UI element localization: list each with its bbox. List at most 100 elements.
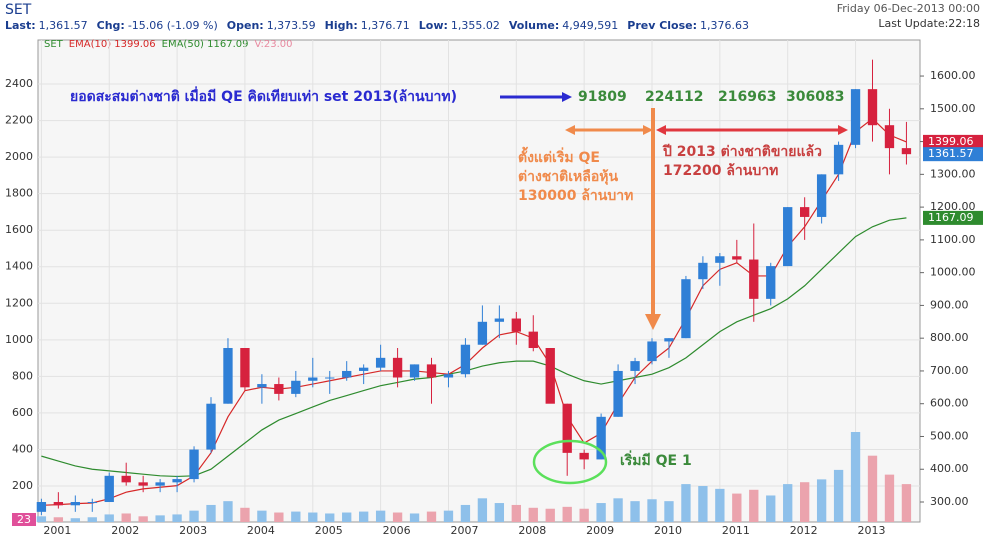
volume-bar [681,484,691,522]
info-label: Prev Close: [627,19,697,32]
candle-body [698,262,708,280]
volume-bar [426,511,437,522]
arrow-head [562,92,572,102]
candle-body [884,125,895,149]
candle-body [206,403,216,450]
volume-bar [206,504,216,522]
x-tick-label: 2011 [722,524,750,537]
volume-bar [732,493,742,522]
x-tick-label: 2009 [586,524,614,537]
volume-bar [36,516,47,522]
x-tick-label: 2007 [450,524,478,537]
candle-body [121,475,131,483]
candle-body [766,266,776,299]
highlight [532,439,608,485]
annotation: 172200 ล้านบาท [663,163,778,179]
arrow-head [643,125,653,135]
y2-tick-label: 1100.00 [930,233,976,246]
candle-body [460,344,471,375]
candle-body [342,370,352,378]
candle-body [562,403,572,453]
volume-bar [749,489,759,522]
candle-body [799,207,810,217]
candle-body [53,502,64,506]
price-tag [923,134,983,149]
volume-bar [121,513,131,522]
info-label: Chg: [97,19,125,32]
y2-tick-label: 600.00 [930,397,969,410]
candle-body [70,502,80,506]
symbol: SET [5,2,32,18]
candle-body [664,338,674,342]
volume-marker-box [12,513,36,526]
total: 216963 [718,89,776,105]
candle-body [172,479,182,483]
candle-body [240,348,250,388]
volume-bar [562,506,572,522]
candle-body [732,256,742,260]
y2-tick-label: 1500.00 [930,102,976,115]
volume-bar [613,498,623,522]
candle-body [392,357,403,378]
info-value: 1,361.57 [39,19,88,32]
candle-body [409,364,420,378]
volume-bar [647,499,657,522]
volume-bar [901,484,912,522]
volume-marker: 23 [17,513,31,526]
volume-bar [799,482,810,522]
volume-bar [308,512,318,522]
volume-bar [596,503,606,522]
price-label: 1167.09 [928,211,974,224]
y-tick-label: 600 [12,406,33,419]
volume-bar [867,455,878,522]
total: 224112 [645,89,703,105]
y2-tick-label: 400.00 [930,462,969,475]
candle-body [867,89,878,126]
candle-body [511,318,521,332]
candle-body [596,416,606,460]
candle-body [545,348,555,404]
candle-body [833,144,844,175]
volume-bar [87,517,97,522]
volume-bar [172,514,182,522]
candle-body [494,318,505,322]
annotation: 130000 ล้านบาท [518,188,633,204]
ema-line [41,117,907,506]
volume-bar [460,504,471,522]
y2-tick-label: 1200.00 [930,200,976,213]
x-tick-label: 2013 [858,524,886,537]
x-tick-label: 2002 [111,524,139,537]
candle-body [715,256,725,263]
volume-bar [189,510,199,522]
info-value: 1,376.63 [700,19,749,32]
candle-body [87,502,97,504]
price-tag [923,210,983,225]
volume-bar [375,510,386,522]
y2-tick-label: 800.00 [930,331,969,344]
legend-entry: V:23.00 [255,39,293,50]
y-tick-label: 1000 [5,333,33,346]
arrow-head [656,125,666,135]
x-tick-label: 2001 [43,524,71,537]
volume-bar [630,501,640,522]
y2-tick-label: 300.00 [930,495,969,508]
info-label: Open: [227,19,264,32]
volume-bar [494,503,505,522]
candle-body [579,452,589,460]
info-label: High: [325,19,358,32]
x-tick-label: 2005 [315,524,343,537]
candle-body [189,449,199,480]
volume-bar [783,484,793,522]
volume-bar [240,507,250,522]
y2-tick-label: 1000.00 [930,266,976,279]
volume-bar [392,512,403,522]
y-tick-label: 400 [12,442,33,455]
volume-bar [850,432,861,522]
volume-bar [325,513,335,522]
price-label: 1361.57 [928,147,974,160]
annotation: ต่างชาติเหลือหุ้น [518,169,618,185]
candle-body [358,367,369,371]
candle-body [477,321,488,345]
annotation: ตั้งแต่เริ่ม QE [518,146,600,166]
volume-bar [358,511,369,522]
